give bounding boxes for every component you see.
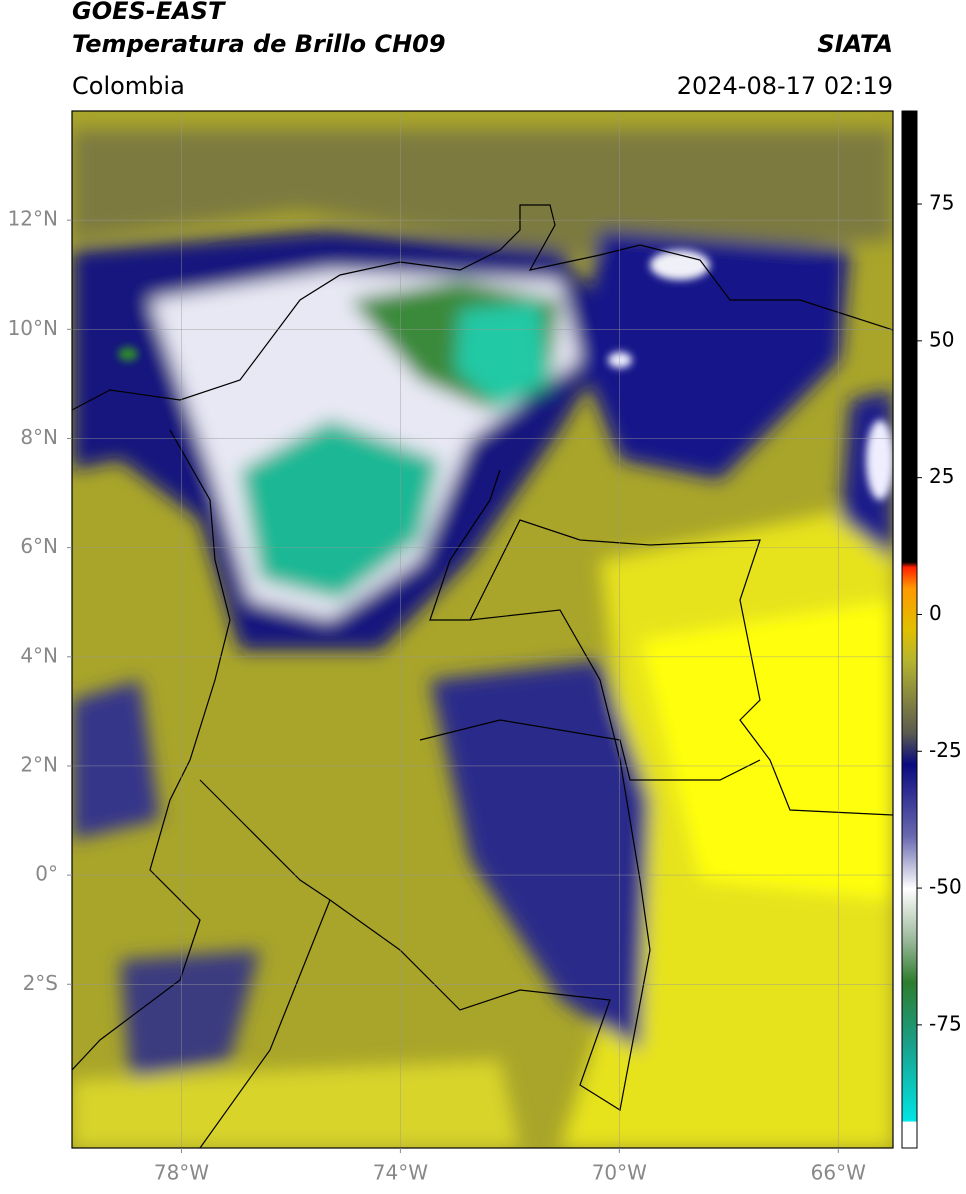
satellite-image <box>72 111 893 1148</box>
datetime: 2024-08-17 02:19 <box>677 72 893 100</box>
colorbar-tick-label: 25 <box>929 464 954 488</box>
subtitle: Temperatura de Brillo CH09 <box>72 30 446 58</box>
colorbar-tick-label: -75 <box>929 1011 962 1035</box>
lon-tick-label: 78°W <box>154 1161 209 1185</box>
colorbar-tick-label: 75 <box>929 191 954 215</box>
lat-tick-label: 6°N <box>20 534 58 558</box>
boundaries <box>72 204 893 1148</box>
lat-tick-label: 8°N <box>20 425 58 449</box>
title: GOES-EAST <box>72 0 226 25</box>
lon-tick-label: 70°W <box>592 1161 647 1185</box>
lat-tick-label: 2°N <box>20 752 58 776</box>
colorbar-tick-label: 0 <box>929 601 942 625</box>
lat-tick-label: 2°S <box>23 971 58 995</box>
region: Colombia <box>72 72 185 100</box>
colorbar-tick-label: -50 <box>929 875 962 899</box>
map-frame <box>71 110 894 1149</box>
colorbar <box>901 110 918 1149</box>
lat-tick-label: 10°N <box>8 316 58 340</box>
lat-tick-label: 4°N <box>20 643 58 667</box>
lon-tick-label: 66°W <box>811 1161 866 1185</box>
source: SIATA <box>817 30 893 58</box>
lat-tick-label: 12°N <box>8 207 58 231</box>
colorbar-tick-label: 50 <box>929 327 954 351</box>
lon-tick-label: 74°W <box>373 1161 428 1185</box>
lat-tick-label: 0° <box>35 862 58 886</box>
colorbar-tick-label: -25 <box>929 738 962 762</box>
